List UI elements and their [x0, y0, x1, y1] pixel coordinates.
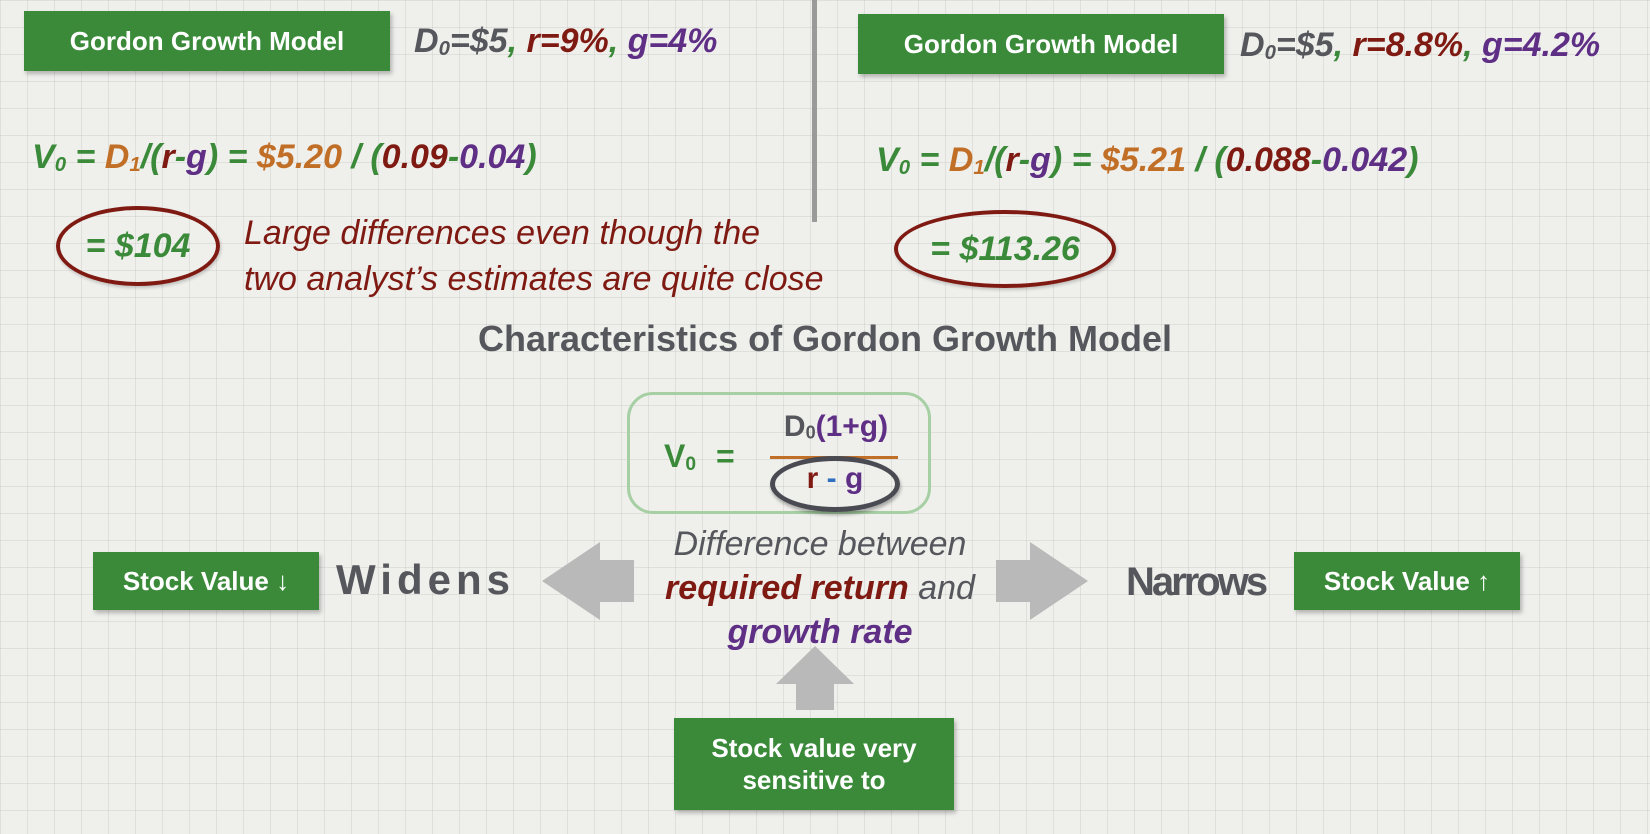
- right-formula-d1-sub: 1: [973, 157, 985, 180]
- widens-label: Widens: [336, 556, 515, 603]
- right-sep2: ,: [1463, 26, 1482, 64]
- right-formula-v: V: [876, 141, 899, 179]
- right-formula-open: (: [1214, 141, 1226, 179]
- stock-value-up-box: Stock Value ↑: [1294, 552, 1520, 610]
- note: Large differences even though the two an…: [244, 210, 824, 302]
- right-formula: V0 = D1/(r-g) = $5.21 / (0.088-0.042): [876, 141, 1419, 180]
- left-arrow-icon: [542, 542, 634, 620]
- right-result-oval: = $113.26: [894, 210, 1116, 288]
- left-params: D0=$5, r=9%, g=4%: [414, 22, 717, 61]
- main-formula-denominator: r - g: [770, 462, 900, 496]
- section-heading: Characteristics of Gordon Growth Model: [477, 318, 1173, 359]
- left-formula-r-value: 0.09: [381, 138, 448, 176]
- left-formula-slash: /(: [140, 138, 162, 176]
- center-description: Difference between required return and g…: [600, 522, 1040, 654]
- right-d0-base: D: [1240, 26, 1265, 64]
- note-line2: two analyst’s estimates are quite close: [244, 260, 824, 298]
- left-formula-eq2: =: [218, 138, 257, 176]
- left-result-oval: = $104: [56, 206, 220, 286]
- left-model-label: Gordon Growth Model: [24, 11, 390, 71]
- right-formula-g-value: 0.042: [1322, 141, 1408, 179]
- panel-divider: [812, 0, 817, 222]
- left-formula-d1-sub: 1: [129, 154, 141, 177]
- left-formula-open: (: [370, 138, 382, 176]
- left-formula-d1: D: [104, 138, 130, 176]
- left-formula: V0 = D1/(r-g) = $5.20 / (0.09-0.04): [32, 138, 537, 177]
- left-r-param: r=9%: [526, 22, 609, 60]
- right-r-param: r=8.8%: [1352, 26, 1464, 64]
- center-required-return: required return: [665, 569, 909, 607]
- left-d0-value: =$5: [449, 22, 508, 60]
- left-formula-dash: -: [174, 138, 187, 176]
- right-formula-dash: -: [1018, 141, 1031, 179]
- center-line2: required return and: [600, 566, 1040, 610]
- right-arrow-icon: [996, 542, 1088, 620]
- right-g-param: g=4.2%: [1482, 26, 1601, 64]
- denominator-r: r: [806, 462, 819, 495]
- right-formula-v-sub: 0: [898, 157, 911, 180]
- left-formula-eq1: =: [66, 138, 105, 176]
- right-sep1: ,: [1333, 26, 1353, 64]
- right-formula-g: g: [1030, 141, 1051, 179]
- right-formula-eq1: =: [910, 141, 949, 179]
- right-params: D0=$5, r=8.8%, g=4.2%: [1240, 26, 1600, 65]
- main-formula-box: [627, 392, 931, 514]
- left-formula-v-sub: 0: [54, 154, 67, 177]
- left-d0-sub: 0: [438, 38, 450, 61]
- right-formula-close: ): [1050, 141, 1063, 179]
- numerator-d: D: [783, 410, 806, 443]
- left-formula-div: /: [341, 138, 371, 176]
- numerator-d-sub: 0: [805, 422, 816, 443]
- left-formula-g-value: 0.04: [459, 138, 526, 176]
- left-formula-close: ): [206, 138, 219, 176]
- main-formula-v: V0: [664, 438, 696, 476]
- denominator-oval: [770, 456, 900, 512]
- left-d0-base: D: [414, 22, 439, 60]
- denominator-minus: -: [826, 462, 837, 495]
- right-formula-slash: /(: [984, 141, 1006, 179]
- up-arrow-icon: [776, 646, 854, 710]
- left-sep2: ,: [608, 22, 628, 60]
- main-formula-eq: =: [716, 438, 735, 474]
- main-formula-v-letter: V: [664, 438, 686, 474]
- right-model-label: Gordon Growth Model: [858, 14, 1224, 74]
- main-formula-numerator: D0(1+g): [770, 410, 902, 444]
- left-formula-minus: -: [447, 138, 460, 176]
- left-formula-d1-value: $5.20: [256, 138, 342, 176]
- sensitivity-line1: Stock value very: [711, 733, 917, 763]
- center-growth-rate: growth rate: [727, 613, 913, 651]
- left-g-param: g=4%: [627, 22, 718, 60]
- right-formula-eq2: =: [1062, 141, 1101, 179]
- sensitivity-box: Stock value very sensitive to: [674, 718, 954, 810]
- right-formula-minus: -: [1310, 141, 1323, 179]
- numerator-rest: (1+g): [815, 410, 889, 443]
- center-and: and: [908, 569, 975, 607]
- right-formula-d1: D: [948, 141, 974, 179]
- center-line1: Difference between: [673, 525, 967, 563]
- stock-value-down-box: Stock Value ↓: [93, 552, 319, 610]
- right-formula-d1-value: $5.21: [1100, 141, 1186, 179]
- right-result: = $113.26: [930, 229, 1080, 268]
- left-formula-r: r: [161, 138, 175, 176]
- narrows-label: Narrows: [1126, 560, 1268, 604]
- left-formula-g: g: [186, 138, 207, 176]
- left-sep1: ,: [507, 22, 527, 60]
- right-formula-r-value: 0.088: [1225, 141, 1311, 179]
- denominator-g: g: [845, 462, 864, 495]
- left-formula-v: V: [32, 138, 55, 176]
- sensitivity-line2: sensitive to: [742, 765, 886, 795]
- right-d0-sub: 0: [1264, 42, 1276, 65]
- note-line1: Large differences even though the: [244, 214, 761, 252]
- right-d0-value: =$5: [1275, 26, 1334, 64]
- left-result: = $104: [85, 226, 191, 265]
- right-formula-div: /: [1185, 141, 1215, 179]
- right-formula-close2: ): [1407, 141, 1419, 179]
- main-formula-v-sub: 0: [685, 453, 697, 475]
- left-formula-close2: ): [525, 138, 537, 176]
- right-formula-r: r: [1005, 141, 1019, 179]
